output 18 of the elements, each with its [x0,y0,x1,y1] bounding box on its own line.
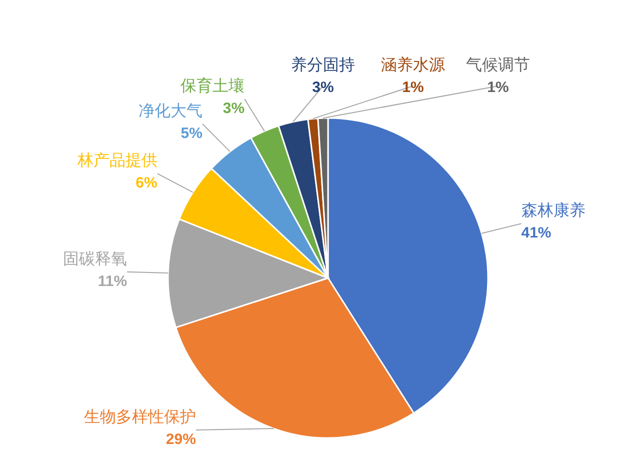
slice-label: 保育土壤 [180,76,245,96]
slice-label: 气候调节 [466,55,530,74]
data-label: 3% [222,100,245,118]
slice-label: 生物多样性保护 [84,407,196,426]
data-label: 5% [180,124,202,142]
slice-label: 净化大气 [138,100,202,120]
data-label: 1% [487,79,509,96]
data-label: 11% [98,272,128,290]
slice-label: 涵养水源 [381,55,445,74]
slice-label: 森林康养 [521,200,586,220]
data-label: 29% [166,431,196,448]
data-label: 3% [312,79,334,96]
slice-label: 固碳释氧 [63,248,128,268]
data-label: 41% [521,224,552,242]
data-label: 6% [136,174,158,192]
data-label: 1% [402,79,424,96]
slice-label: 养分固持 [291,55,355,74]
slice-label: 林产品提供 [76,150,158,170]
